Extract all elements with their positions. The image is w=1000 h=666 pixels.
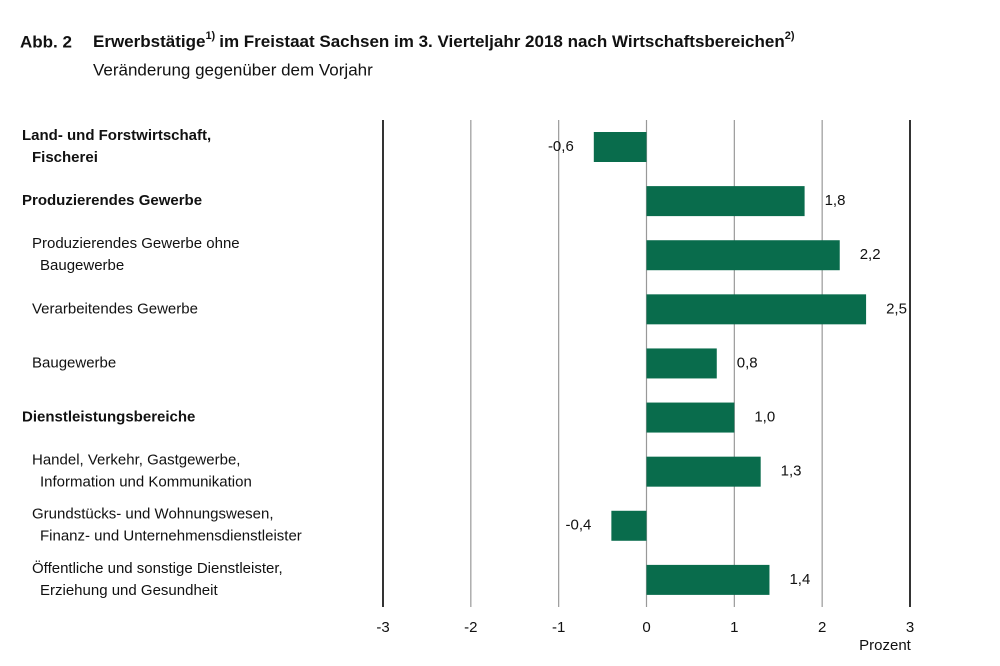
value-label: -0,6 bbox=[548, 138, 574, 155]
chart-subtitle: Veränderung gegenüber dem Vorjahr bbox=[93, 60, 373, 79]
value-label: 2,2 bbox=[860, 246, 881, 263]
bar bbox=[646, 186, 805, 217]
bar bbox=[646, 456, 761, 487]
category-label: Information und Kommunikation bbox=[40, 474, 252, 491]
value-label: 1,0 bbox=[754, 409, 775, 426]
x-tick-label: -1 bbox=[552, 619, 565, 636]
category-label: Handel, Verkehr, Gastgewerbe, bbox=[32, 452, 240, 469]
x-axis-label: Prozent bbox=[859, 637, 912, 654]
category-label: Baugewerbe bbox=[40, 257, 124, 274]
title-part: im Freistaat Sachsen im 3. Vierteljahr 2… bbox=[219, 32, 785, 51]
category-label: Erziehung und Gesundheit bbox=[40, 582, 218, 599]
category-label: Fischerei bbox=[32, 149, 98, 166]
x-tick-label: 0 bbox=[642, 619, 650, 636]
x-tick-label: 1 bbox=[730, 619, 738, 636]
value-label: 1,8 bbox=[825, 192, 846, 209]
bar bbox=[593, 132, 647, 162]
x-tick-label: 3 bbox=[906, 619, 914, 636]
bar bbox=[646, 564, 770, 595]
title-footnote: 2) bbox=[785, 30, 795, 42]
value-label: 1,3 bbox=[781, 463, 802, 480]
category-label: Land- und Forstwirtschaft, bbox=[22, 127, 211, 144]
category-label: Dienstleistungsbereiche bbox=[22, 409, 195, 426]
chart-title: Erwerbstätige1) im Freistaat Sachsen im 3… bbox=[93, 30, 795, 52]
title-footnote: 1) bbox=[205, 30, 215, 42]
category-label: Öffentliche und sonstige Dienstleister, bbox=[32, 559, 283, 577]
category-label: Baugewerbe bbox=[32, 354, 116, 371]
bar bbox=[611, 510, 647, 541]
value-label: 2,5 bbox=[886, 300, 907, 317]
bar bbox=[646, 294, 867, 325]
bar bbox=[646, 240, 840, 271]
category-label: Produzierendes Gewerbe ohne bbox=[32, 235, 240, 252]
bar bbox=[646, 402, 735, 433]
value-label: 0,8 bbox=[737, 354, 758, 371]
x-tick-label: -3 bbox=[376, 619, 389, 636]
title-part: Erwerbstätige bbox=[93, 32, 205, 51]
category-label: Grundstücks- und Wohnungswesen, bbox=[32, 506, 274, 523]
category-label: Produzierendes Gewerbe bbox=[22, 192, 202, 209]
x-tick-label: -2 bbox=[464, 619, 477, 636]
bar bbox=[646, 348, 717, 379]
x-tick-label: 2 bbox=[818, 619, 826, 636]
category-label: Finanz- und Unternehmensdienstleister bbox=[40, 528, 302, 545]
value-label: 1,4 bbox=[789, 571, 810, 588]
value-label: -0,4 bbox=[566, 517, 592, 534]
category-label: Verarbeitendes Gewerbe bbox=[32, 300, 198, 317]
figure-number: Abb. 2 bbox=[20, 32, 72, 51]
